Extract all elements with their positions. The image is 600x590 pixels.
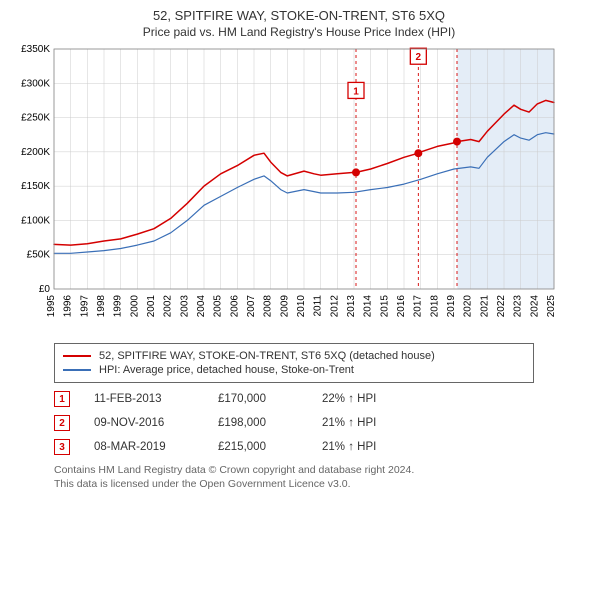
x-tick-label: 2011 [313, 295, 324, 317]
y-tick-label: £50K [27, 250, 51, 261]
legend-label: 52, SPITFIRE WAY, STOKE-ON-TRENT, ST6 5X… [99, 350, 435, 362]
x-tick-label: 2024 [529, 295, 540, 318]
y-tick-label: £250K [21, 113, 50, 124]
y-tick-label: £300K [21, 78, 50, 89]
x-tick-label: 2006 [229, 295, 240, 318]
event-dot [414, 149, 422, 157]
event-delta: 21% ↑ HPI [322, 417, 422, 429]
y-tick-label: £200K [21, 147, 50, 158]
x-tick-label: 1999 [113, 295, 124, 318]
legend-swatch [63, 355, 91, 357]
x-tick-label: 2003 [179, 295, 190, 318]
x-tick-label: 2021 [479, 295, 490, 318]
x-tick-label: 2020 [463, 295, 474, 318]
event-date: 11-FEB-2013 [94, 393, 194, 405]
x-tick-label: 2008 [263, 295, 274, 318]
attribution-footer: Contains HM Land Registry data © Crown c… [54, 463, 590, 491]
x-tick-label: 1995 [46, 295, 57, 318]
event-table: 1 11-FEB-2013 £170,000 22% ↑ HPI 2 09-NOV-201… [54, 391, 590, 455]
y-tick-label: £0 [39, 284, 51, 295]
line-chart-svg: 123£0£50K£100K£150K£200K£250K£300K£350K1… [8, 45, 564, 335]
chart-subtitle: Price paid vs. HM Land Registry's House … [8, 25, 590, 39]
footer-line: This data is licensed under the Open Gov… [54, 477, 590, 491]
x-tick-label: 2015 [379, 295, 390, 318]
x-tick-label: 2019 [446, 295, 457, 318]
chart-title: 52, SPITFIRE WAY, STOKE-ON-TRENT, ST6 5X… [8, 8, 590, 23]
event-marker: 1 [54, 391, 70, 407]
forecast-band [457, 49, 554, 289]
event-dot [453, 138, 461, 146]
x-tick-label: 2004 [196, 295, 207, 318]
x-tick-label: 2005 [213, 295, 224, 318]
chart-area: 123£0£50K£100K£150K£200K£250K£300K£350K1… [8, 45, 590, 335]
x-tick-label: 2007 [246, 295, 257, 318]
event-row: 2 09-NOV-2016 £198,000 21% ↑ HPI [54, 415, 590, 431]
event-dot [352, 168, 360, 176]
x-tick-label: 2009 [279, 295, 290, 318]
event-price: £170,000 [218, 393, 298, 405]
x-tick-label: 2002 [163, 295, 174, 318]
x-tick-label: 1998 [96, 295, 107, 318]
y-tick-label: £150K [21, 181, 50, 192]
x-tick-label: 2022 [496, 295, 507, 318]
x-tick-label: 2016 [396, 295, 407, 318]
event-delta: 22% ↑ HPI [322, 393, 422, 405]
event-price: £215,000 [218, 441, 298, 453]
event-marker-number: 2 [416, 52, 422, 63]
x-tick-label: 2018 [429, 295, 440, 318]
event-row: 1 11-FEB-2013 £170,000 22% ↑ HPI [54, 391, 590, 407]
event-marker: 3 [54, 439, 70, 455]
legend-item: HPI: Average price, detached house, Stok… [63, 364, 525, 376]
y-tick-label: £350K [21, 45, 50, 55]
x-tick-label: 2000 [129, 295, 140, 318]
x-tick-label: 2012 [329, 295, 340, 318]
legend-item: 52, SPITFIRE WAY, STOKE-ON-TRENT, ST6 5X… [63, 350, 525, 362]
footer-line: Contains HM Land Registry data © Crown c… [54, 463, 590, 477]
legend-label: HPI: Average price, detached house, Stok… [99, 364, 354, 376]
x-tick-label: 1996 [63, 295, 74, 318]
x-tick-label: 2025 [546, 295, 557, 318]
x-tick-label: 2017 [413, 295, 424, 318]
event-date: 09-NOV-2016 [94, 417, 194, 429]
x-tick-label: 2001 [146, 295, 157, 318]
event-marker-number: 1 [353, 86, 359, 97]
x-tick-label: 1997 [79, 295, 90, 318]
event-row: 3 08-MAR-2019 £215,000 21% ↑ HPI [54, 439, 590, 455]
x-tick-label: 2013 [346, 295, 357, 318]
event-date: 08-MAR-2019 [94, 441, 194, 453]
x-tick-label: 2023 [513, 295, 524, 318]
legend: 52, SPITFIRE WAY, STOKE-ON-TRENT, ST6 5X… [54, 343, 534, 383]
x-tick-label: 2010 [296, 295, 307, 318]
legend-swatch [63, 369, 91, 371]
event-marker: 2 [54, 415, 70, 431]
event-delta: 21% ↑ HPI [322, 441, 422, 453]
y-tick-label: £100K [21, 215, 50, 226]
x-tick-label: 2014 [363, 295, 374, 318]
event-price: £198,000 [218, 417, 298, 429]
